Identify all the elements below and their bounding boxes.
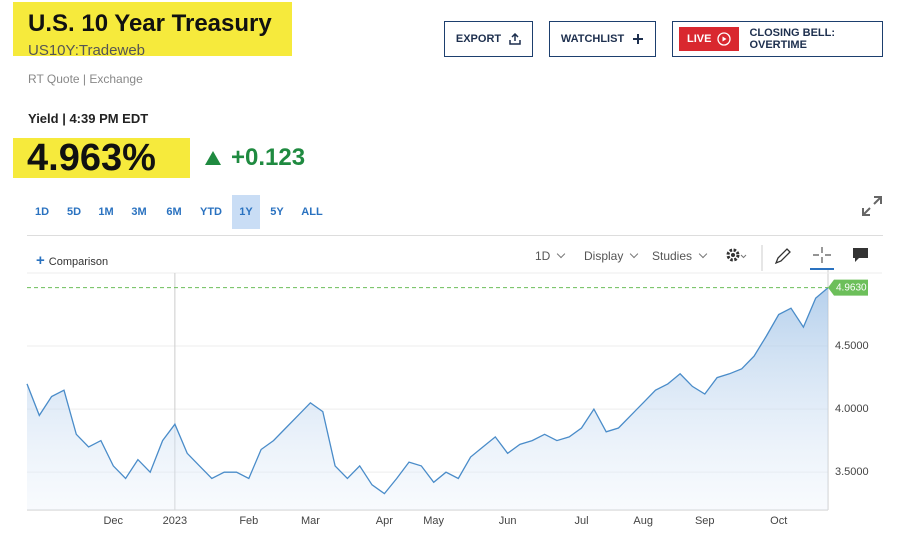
y-tick-label: 4.5000: [835, 340, 869, 352]
range-button[interactable]: YTD: [200, 206, 222, 218]
x-tick-label: Jun: [499, 515, 517, 527]
export-button[interactable]: EXPORT: [444, 21, 533, 57]
x-tick-label: Dec: [103, 515, 123, 527]
x-tick-label: Mar: [301, 515, 320, 527]
range-button[interactable]: 5D: [66, 206, 82, 218]
y-tick-label: 4.0000: [835, 403, 869, 415]
interval-label: 1D: [535, 249, 551, 263]
highlight: [13, 2, 292, 56]
display-label: Display: [584, 249, 624, 263]
live-title: CLOSING BELL: OVERTIME: [749, 27, 836, 51]
x-tick-label: Feb: [239, 515, 258, 527]
active-underline: [810, 268, 834, 270]
comparison-button[interactable]: + Comparison: [36, 252, 109, 269]
range-button[interactable]: ALL: [301, 206, 323, 218]
title: U.S. 10 Year Treasury: [28, 10, 272, 37]
settings-icon[interactable]: [726, 248, 747, 262]
line: [26, 287, 829, 495]
quote-source: RT Quote | Exchange: [28, 72, 143, 86]
chart-tools: [726, 245, 868, 271]
price: 4.963%: [27, 137, 156, 179]
interval-menu[interactable]: 1D: [535, 249, 566, 263]
watchlist-button[interactable]: WATCHLIST: [549, 21, 656, 57]
range-button[interactable]: 1Y: [232, 195, 260, 229]
range-button[interactable]: 1M: [98, 206, 114, 218]
range-button[interactable]: 3M: [131, 206, 147, 218]
range-button[interactable]: 5Y: [270, 206, 284, 218]
live-label: LIVE: [687, 33, 712, 45]
change: +0.123: [231, 144, 306, 171]
range-button[interactable]: 6M: [166, 206, 182, 218]
area-fill: [27, 287, 828, 510]
crosshair-icon[interactable]: [813, 247, 831, 263]
x-tick-label: May: [423, 515, 444, 527]
range-button[interactable]: 1D: [34, 206, 50, 218]
comment-icon[interactable]: [853, 248, 868, 262]
plus-icon: [633, 34, 644, 44]
up-arrow: [205, 151, 221, 165]
export-icon: [509, 33, 521, 45]
draw-icon[interactable]: [774, 248, 791, 265]
live-badge: LIVE: [679, 27, 740, 51]
export-label: EXPORT: [455, 33, 502, 45]
x-tick-label: 2023: [163, 515, 187, 527]
divider: [27, 235, 883, 236]
y-tick-label: 3.5000: [835, 466, 869, 478]
watchlist-label: WATCHLIST: [560, 33, 625, 45]
play-icon: [717, 32, 732, 46]
live-button[interactable]: LIVE CLOSING BELL: OVERTIME: [672, 21, 883, 57]
highlight: [13, 138, 190, 178]
quote-label: Yield | 4:39 PM EDT: [28, 111, 149, 126]
x-tick-label: Sep: [695, 515, 715, 527]
reference-badge: [828, 279, 868, 296]
expand-icon[interactable]: [860, 194, 884, 218]
x-tick-label: Jul: [575, 515, 589, 527]
studies-label: Studies: [652, 249, 693, 263]
x-tick-label: Aug: [633, 515, 653, 527]
display-menu[interactable]: Display: [584, 249, 639, 263]
x-tick-label: Apr: [376, 515, 393, 527]
symbol: US10Y:Tradeweb: [28, 42, 146, 59]
reference-label: 4.9630: [836, 282, 867, 293]
comparison-label: Comparison: [48, 256, 109, 268]
x-tick-label: Oct: [770, 515, 787, 527]
studies-menu[interactable]: Studies: [652, 249, 708, 263]
